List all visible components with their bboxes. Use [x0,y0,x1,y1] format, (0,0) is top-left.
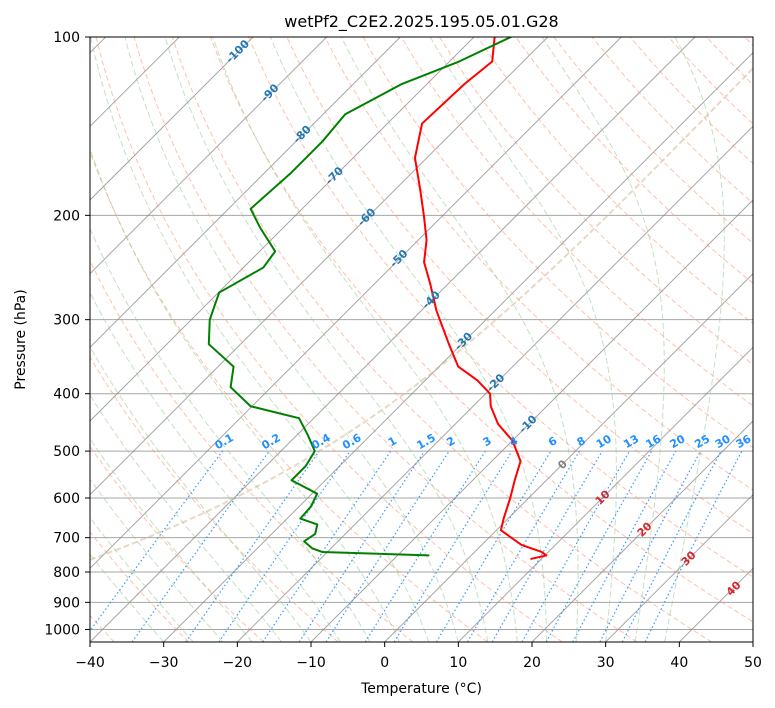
isotherm-line [90,37,475,422]
x-axis: −40 −30 −20 −10 0 10 20 30 40 50 [75,642,762,671]
dry-adiabat-line [324,37,753,491]
moist-adiabat-line [124,37,459,642]
dry-adiabat-line [95,37,563,642]
isotherm-line [90,37,549,496]
x-tick-label: 30 [597,655,615,671]
y-axis-title: Pressure (hPa) [13,289,29,389]
y-tick-label: 800 [53,565,80,581]
mixing-ratio-line [521,450,631,642]
mixing-ratio-line [572,450,677,642]
x-tick-label: −30 [149,655,179,671]
moist-adiabat-line [664,37,725,642]
dewpoint-profile-line [207,37,512,557]
y-tick-label: 200 [53,208,80,224]
mixing-ratio-line [185,450,320,642]
moist-adiabat-line [429,37,617,642]
moist-adiabat-line [90,516,194,642]
x-axis-title: Temperature (°C) [360,681,482,697]
mixing-ratio-line [644,450,743,642]
isotherm-line [605,493,753,642]
moist-adiabat-line [90,394,282,642]
isotherm-line [90,37,696,642]
x-tick-label: −40 [75,655,105,671]
moist-adiabat-line [164,37,489,642]
isotherm-line [384,272,753,642]
mixing-ratio-line [90,450,223,632]
dry-adiabat-line [90,356,339,642]
y-tick-label: 100 [53,30,80,46]
plot-frame [89,36,754,643]
mixing-ratio-line [393,450,513,642]
dry-adiabat-line [171,37,712,642]
y-tick-label: 400 [53,387,80,403]
x-tick-label: 0 [380,655,389,671]
isotherm-line [531,420,753,642]
isotherm-line [457,346,753,642]
y-tick-label: 700 [53,531,80,547]
dry-adiabat-line [90,150,488,642]
x-tick-label: 20 [523,655,541,671]
y-tick-label: 900 [53,595,80,611]
isotherm-line [163,51,753,642]
dry-adiabat-line [90,531,190,642]
moist-adiabat-line [90,437,253,642]
isotherm-line [236,125,753,642]
background-lines [90,37,753,642]
moist-adiabat-line [90,291,341,642]
x-tick-label: 40 [670,655,688,671]
dry-adiabat-line [90,259,414,642]
moist-adiabat-line [90,37,430,642]
dry-adiabat-line [133,37,638,642]
x-tick-label: 10 [449,655,467,671]
x-tick-label: 50 [744,655,762,671]
temperature-profile-line [413,37,548,560]
y-tick-label: 1000 [44,622,80,638]
mixing-ratio-line [298,450,425,642]
mixing-ratio-line [325,450,450,642]
mixing-ratio-line [218,450,351,642]
isotherm-line [90,37,622,570]
moist-adiabat-line [212,37,518,642]
dry-adiabat-line [210,37,753,623]
moist-adiabat-line [90,478,223,642]
y-axis: 100 200 300 400 500 600 700 800 900 1000 [44,30,90,638]
dry-adiabat-line [90,445,264,642]
isotherm-line [90,37,328,275]
y-tick-label: 300 [53,313,80,329]
dry-adiabat-line [515,37,753,284]
moist-adiabat-line [340,37,579,642]
moist-adiabat-line [90,345,312,642]
chart-title: wetPf2_C2E2.2025.195.05.01.G28 [284,12,558,32]
dry-adiabat-line [400,37,753,407]
y-tick-label: 500 [53,444,80,460]
dry-adiabat-line [248,37,753,578]
reference-curve-line [90,66,753,561]
x-tick-label: −20 [223,655,253,671]
mixing-ratio-line [262,450,392,642]
y-tick-label: 600 [53,491,80,507]
profile-lines [207,37,548,560]
mixing-ratio-line [131,450,270,642]
moist-adiabat-line [90,553,165,642]
mixing-ratio-line [545,450,653,642]
x-tick-label: −10 [296,655,326,671]
moist-adiabat-line [90,147,400,642]
isotherm-line [90,37,254,201]
isotherm-line [90,37,401,349]
dry-adiabat-line [439,37,753,366]
